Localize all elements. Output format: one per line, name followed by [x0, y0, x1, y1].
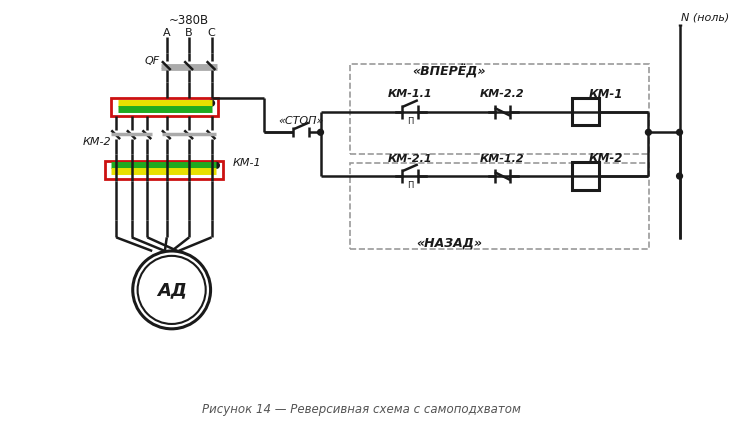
Text: «НАЗАД»: «НАЗАД»: [416, 237, 482, 250]
Circle shape: [164, 106, 170, 112]
Text: КМ-2: КМ-2: [83, 137, 111, 147]
Text: QF: QF: [144, 56, 160, 66]
Text: КМ-2.2: КМ-2.2: [480, 89, 525, 100]
Circle shape: [677, 173, 682, 179]
Text: КМ-2.1: КМ-2.1: [388, 154, 433, 163]
Circle shape: [138, 256, 206, 324]
Text: КМ-1.2: КМ-1.2: [480, 154, 525, 163]
Circle shape: [209, 100, 214, 106]
Circle shape: [214, 163, 220, 168]
Text: КМ-1: КМ-1: [233, 158, 262, 169]
Circle shape: [646, 130, 652, 135]
Text: КМ-2: КМ-2: [589, 152, 624, 165]
Bar: [111, 98, 218, 116]
Text: «СТОП»: «СТОП»: [279, 115, 324, 126]
Bar: [350, 163, 649, 249]
Circle shape: [677, 130, 682, 135]
Bar: [105, 161, 223, 179]
Text: КМ-1.1: КМ-1.1: [388, 89, 433, 100]
Text: П: П: [407, 117, 413, 126]
Text: A: A: [163, 28, 170, 38]
Text: C: C: [208, 28, 215, 38]
Bar: [350, 64, 649, 154]
Circle shape: [133, 251, 211, 329]
Text: АД: АД: [157, 281, 186, 299]
Circle shape: [164, 168, 170, 174]
Text: B: B: [186, 28, 193, 38]
Bar: [572, 163, 598, 190]
Text: КМ-1: КМ-1: [589, 88, 624, 101]
Text: «ВПЕРЁД»: «ВПЕРЁД»: [412, 65, 486, 79]
Text: Рисунок 14 — Реверсивная схема с самоподхватом: Рисунок 14 — Реверсивная схема с самопод…: [202, 403, 521, 416]
Text: П: П: [407, 181, 413, 190]
Text: N (ноль): N (ноль): [682, 12, 730, 22]
Text: ~380В: ~380В: [169, 14, 209, 27]
Bar: [572, 98, 598, 125]
Circle shape: [318, 130, 324, 135]
